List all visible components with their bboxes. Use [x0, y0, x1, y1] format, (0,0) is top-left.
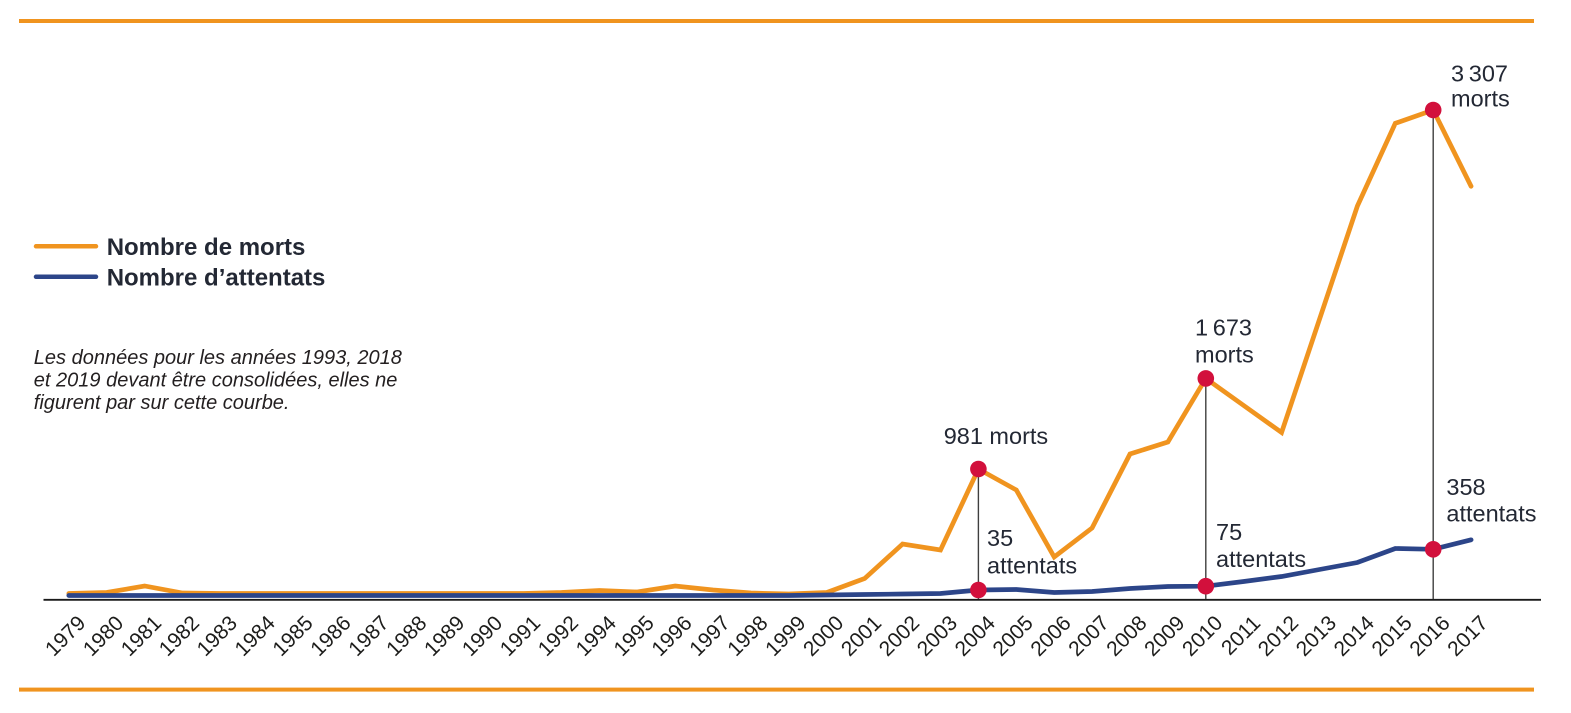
svg-text:981 morts: 981 morts — [944, 423, 1048, 449]
svg-text:attentats: attentats — [987, 552, 1077, 578]
svg-text:et 2019 devant être consolidée: et 2019 devant être consolidées, elles n… — [34, 370, 398, 392]
svg-text:1 673: 1 673 — [1195, 315, 1252, 341]
svg-text:attentats: attentats — [1216, 546, 1306, 572]
svg-text:75: 75 — [1216, 519, 1242, 545]
svg-text:3 307: 3 307 — [1451, 61, 1508, 87]
svg-text:35: 35 — [987, 525, 1013, 551]
svg-text:morts: morts — [1195, 341, 1254, 367]
svg-text:Nombre de morts: Nombre de morts — [107, 234, 306, 261]
svg-text:attentats: attentats — [1446, 501, 1536, 527]
svg-text:morts: morts — [1451, 86, 1510, 112]
svg-text:figurent par sur cette courbe.: figurent par sur cette courbe. — [34, 392, 290, 414]
svg-text:358: 358 — [1446, 474, 1485, 500]
svg-text:Nombre d’attentats: Nombre d’attentats — [107, 264, 326, 291]
svg-text:Les données pour les années 19: Les données pour les années 1993, 2018 — [34, 347, 402, 369]
